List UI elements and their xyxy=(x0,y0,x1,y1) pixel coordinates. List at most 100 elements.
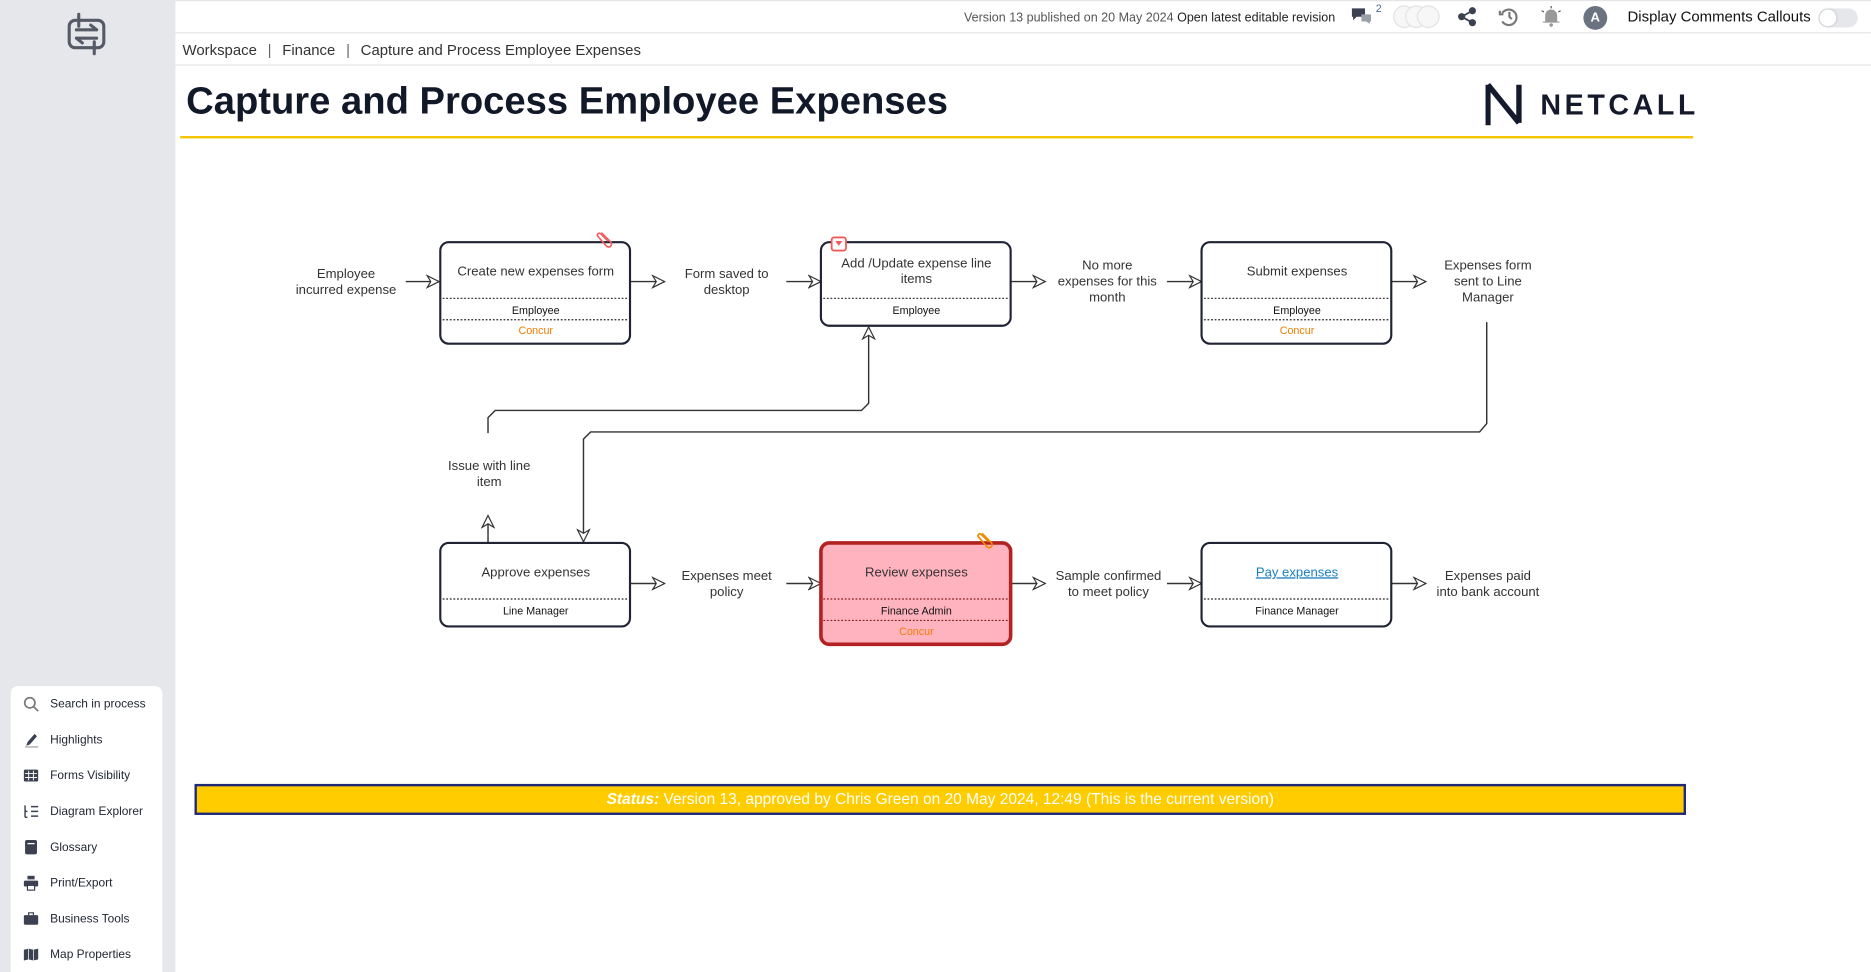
sidebar-item-diagram-explorer[interactable]: Diagram Explorer xyxy=(11,798,163,824)
activity-box[interactable]: Pay expenses Finance Manager xyxy=(1200,541,1393,628)
activity-box-frame xyxy=(1200,241,1393,345)
sidebar-item-glossary[interactable]: Glossary xyxy=(11,834,163,860)
version-info: Version 13 published on 20 May 2024 Open… xyxy=(964,11,1335,25)
activity-title: Submit expenses xyxy=(1247,264,1348,279)
sidebar-item-label: Print/Export xyxy=(50,876,113,890)
activity-title: Review expenses xyxy=(865,564,968,579)
sidebar-item-label: Diagram Explorer xyxy=(50,804,143,818)
event-label: Manager xyxy=(1462,289,1514,304)
search-icon xyxy=(23,696,39,712)
activity-box-frame xyxy=(439,541,632,628)
activity-box-frame xyxy=(439,241,632,345)
activity-system: Concur xyxy=(899,626,934,638)
sidebar-item-print-export[interactable]: Print/Export xyxy=(11,870,163,896)
activity-box-frame xyxy=(1200,541,1393,628)
briefcase-icon xyxy=(23,912,39,925)
breadcrumb-current: Capture and Process Employee Expenses xyxy=(360,41,641,59)
event-label: into bank account xyxy=(1437,584,1540,599)
sidebar-item-label: Glossary xyxy=(50,840,98,854)
activity-box[interactable]: Create new expenses form Employee Concur xyxy=(439,232,632,345)
activity-box[interactable]: Submit expenses Employee Concur xyxy=(1200,241,1393,345)
sidebar: Search in process Highlights Forms Visib… xyxy=(0,0,176,972)
activity-box[interactable]: Approve expenses Line Manager xyxy=(439,541,632,628)
event-label: Form saved to xyxy=(685,266,769,281)
activity-role: Finance Admin xyxy=(881,605,952,617)
app-logo-icon[interactable] xyxy=(64,12,108,56)
netcall-logo: NETCALL xyxy=(1485,83,1694,126)
version-text: Version 13 published on 20 May 2024 xyxy=(963,10,1174,26)
attachment-icon[interactable] xyxy=(596,232,613,248)
activity-role: Employee xyxy=(893,305,941,317)
activity-title: items xyxy=(901,271,933,286)
breadcrumb: Workspace | Finance | Capture and Process Em… xyxy=(183,42,641,59)
user-avatar[interactable]: A xyxy=(1583,5,1608,30)
event-label: expenses for this xyxy=(1058,274,1158,289)
sidebar-item-label: Search in process xyxy=(50,697,146,711)
printer-icon xyxy=(23,875,39,891)
breadcrumb-finance[interactable]: Finance xyxy=(282,41,336,59)
activity-box[interactable]: Review expenses Finance Admin Concur xyxy=(819,532,1013,647)
sidebar-item-search-in-process[interactable]: Search in process xyxy=(11,691,163,717)
comments-icon[interactable] xyxy=(1351,6,1375,27)
flow-arrow xyxy=(583,322,1488,542)
history-icon[interactable] xyxy=(1497,6,1521,27)
tools-panel: Search in process Highlights Forms Visib… xyxy=(10,686,163,972)
activity-box-frame xyxy=(819,241,1012,327)
tree-list-icon xyxy=(24,805,39,819)
event-label: Sample confirmed xyxy=(1056,568,1162,583)
event-label: Expenses form xyxy=(1444,258,1532,273)
activity-box-frame xyxy=(819,541,1013,647)
sidebar-item-label: Forms Visibility xyxy=(50,769,131,783)
attachment-icon[interactable] xyxy=(977,532,993,549)
event-label: item xyxy=(477,474,502,489)
activity-title: Approve expenses xyxy=(481,564,590,579)
share-icon[interactable] xyxy=(1456,6,1480,27)
event-label: to meet policy xyxy=(1068,584,1149,599)
notifications-bell-icon[interactable] xyxy=(1539,5,1563,27)
activity-title-link[interactable]: Pay expenses xyxy=(1256,564,1339,579)
event-label: Expenses paid xyxy=(1445,568,1531,583)
flow-arrow xyxy=(487,327,869,434)
highlighter-icon xyxy=(25,733,39,748)
event-label: incurred expense xyxy=(296,282,397,297)
sidebar-item-label: Highlights xyxy=(50,733,103,747)
open-latest-revision-link[interactable]: Open latest editable revision xyxy=(1177,10,1336,26)
sidebar-item-forms-visibility[interactable]: Forms Visibility xyxy=(11,762,163,788)
sidebar-item-map-properties[interactable]: Map Properties xyxy=(11,941,163,967)
event-label: Issue with line xyxy=(448,458,530,473)
activity-role: Employee xyxy=(1273,305,1321,317)
event-label: desktop xyxy=(704,282,750,297)
top-bar: Version 13 published on 20 May 2024 Open… xyxy=(175,0,1871,34)
display-comments-callouts-label: Display Comments Callouts xyxy=(1627,8,1811,26)
sidebar-item-label: Map Properties xyxy=(50,947,132,962)
status-text: Version 13, approved by Chris Green on 2… xyxy=(659,789,1274,808)
activity-role: Finance Manager xyxy=(1255,605,1339,617)
page-title: Capture and Process Employee Expenses xyxy=(186,78,948,122)
breadcrumb-separator: | xyxy=(267,41,272,59)
book-icon xyxy=(25,840,37,855)
collaborators-icon[interactable] xyxy=(1391,5,1441,29)
status-banner: Status: Version 13, approved by Chris Gr… xyxy=(194,783,1686,815)
activity-title: Create new expenses form xyxy=(457,264,614,279)
sidebar-item-business-tools[interactable]: Business Tools xyxy=(11,906,163,932)
activity-role: Line Manager xyxy=(503,605,569,617)
dropdown-triangle xyxy=(835,241,843,246)
event-label: Employee xyxy=(317,266,375,281)
table-icon xyxy=(23,769,39,782)
event-label: policy xyxy=(710,584,744,599)
sidebar-item-highlights[interactable]: Highlights xyxy=(11,727,163,753)
event-label: Expenses meet xyxy=(681,568,772,583)
breadcrumb-workspace[interactable]: Workspace xyxy=(182,41,257,59)
svg-text:NETCALL: NETCALL xyxy=(1540,90,1694,122)
display-comments-callouts-toggle[interactable] xyxy=(1818,8,1858,28)
activity-system: Concur xyxy=(518,325,553,337)
activity-role: Employee xyxy=(512,305,560,317)
activity-title: Add /Update expense line xyxy=(841,255,991,270)
event-label: No more xyxy=(1082,258,1132,273)
status-label: Status: xyxy=(606,789,660,808)
activity-system: Concur xyxy=(1280,325,1315,337)
sidebar-item-label: Business Tools xyxy=(50,912,130,926)
breadcrumb-separator: | xyxy=(346,41,350,59)
